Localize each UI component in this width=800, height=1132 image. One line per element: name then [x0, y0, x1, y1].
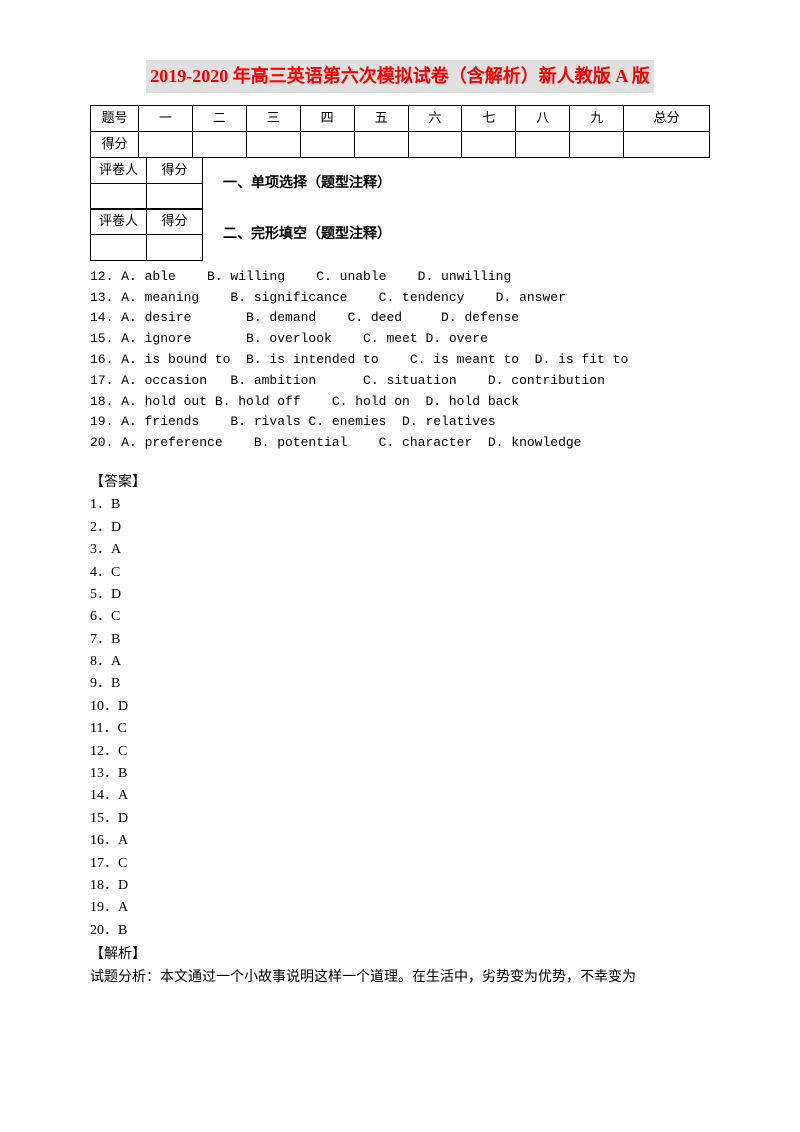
answer-line: 10．D: [90, 696, 710, 718]
question-line: 18. A. hold out B. hold off C. hold on D…: [90, 392, 710, 413]
answer-line: 12．C: [90, 741, 710, 763]
cell: [354, 131, 408, 157]
answer-line: 1．B: [90, 494, 710, 516]
section-2-heading: 二、完形填空（题型注释）: [223, 224, 391, 246]
answers-block: 1．B 2．D 3．A 4．C 5．D 6．C 7．B 8．A 9．B 10．D…: [90, 494, 710, 942]
cell: [147, 234, 203, 260]
answer-line: 17．C: [90, 853, 710, 875]
cell: [246, 131, 300, 157]
score-table: 题号 一 二 三 四 五 六 七 八 九 总分 得分: [90, 105, 710, 158]
answer-line: 6．C: [90, 606, 710, 628]
cell: 六: [408, 105, 462, 131]
analysis-text: 试题分析：本文通过一个小故事说明这样一个道理。在生活中，劣势变为优势，不幸变为: [90, 967, 710, 989]
answer-line: 5．D: [90, 584, 710, 606]
question-line: 13. A. meaning B. significance C. tenden…: [90, 288, 710, 309]
answer-line: 19．A: [90, 897, 710, 919]
cell: [462, 131, 516, 157]
grader-table-2: 评卷人得分: [90, 208, 203, 261]
table-row: 得分: [91, 131, 710, 157]
cell: 题号: [91, 105, 139, 131]
cell: 一: [139, 105, 193, 131]
cell: 七: [462, 105, 516, 131]
grader-table-1: 评卷人得分: [90, 157, 203, 210]
cell: [516, 131, 570, 157]
cell: [192, 131, 246, 157]
cell: 评卷人: [91, 208, 147, 234]
cell: 九: [570, 105, 624, 131]
cell: 四: [300, 105, 354, 131]
cell: 八: [516, 105, 570, 131]
question-line: 12. A. able B. willing C. unable D. unwi…: [90, 267, 710, 288]
cell: 得分: [91, 131, 139, 157]
page-title: 2019-2020 年高三英语第六次模拟试卷（含解析）新人教版 A 版: [146, 60, 654, 93]
answer-line: 2．D: [90, 517, 710, 539]
answer-line: 20．B: [90, 920, 710, 942]
section-1-heading: 一、单项选择（题型注释）: [223, 173, 391, 195]
cell: 总分: [624, 105, 710, 131]
answer-line: 3．A: [90, 539, 710, 561]
answer-line: 11．C: [90, 718, 710, 740]
answer-line: 9．B: [90, 673, 710, 695]
answer-line: 8．A: [90, 651, 710, 673]
cell: [624, 131, 710, 157]
questions-block: 12. A. able B. willing C. unable D. unwi…: [90, 267, 710, 454]
question-line: 19. A. friends B. rivals C. enemies D. r…: [90, 412, 710, 433]
answer-line: 15．D: [90, 808, 710, 830]
cell: [408, 131, 462, 157]
question-line: 20. A. preference B. potential C. charac…: [90, 433, 710, 454]
cell: 五: [354, 105, 408, 131]
cell: 得分: [147, 157, 203, 183]
cell: 二: [192, 105, 246, 131]
analysis-heading: 【解析】: [90, 944, 710, 966]
answer-line: 7．B: [90, 629, 710, 651]
cell: [91, 234, 147, 260]
question-line: 14. A. desire B. demand C. deed D. defen…: [90, 308, 710, 329]
cell: 评卷人: [91, 157, 147, 183]
cell: 得分: [147, 208, 203, 234]
answer-line: 14．A: [90, 785, 710, 807]
question-line: 17. A. occasion B. ambition C. situation…: [90, 371, 710, 392]
answers-heading: 【答案】: [90, 472, 710, 494]
question-line: 15. A. ignore B. overlook C. meet D. ove…: [90, 329, 710, 350]
cell: [300, 131, 354, 157]
cell: [91, 183, 147, 209]
answer-line: 4．C: [90, 562, 710, 584]
question-line: 16. A. is bound to B. is intended to C. …: [90, 350, 710, 371]
answer-line: 13．B: [90, 763, 710, 785]
cell: [139, 131, 193, 157]
cell: 三: [246, 105, 300, 131]
cell: [147, 183, 203, 209]
answer-line: 16．A: [90, 830, 710, 852]
table-row: 题号 一 二 三 四 五 六 七 八 九 总分: [91, 105, 710, 131]
cell: [570, 131, 624, 157]
answer-line: 18．D: [90, 875, 710, 897]
